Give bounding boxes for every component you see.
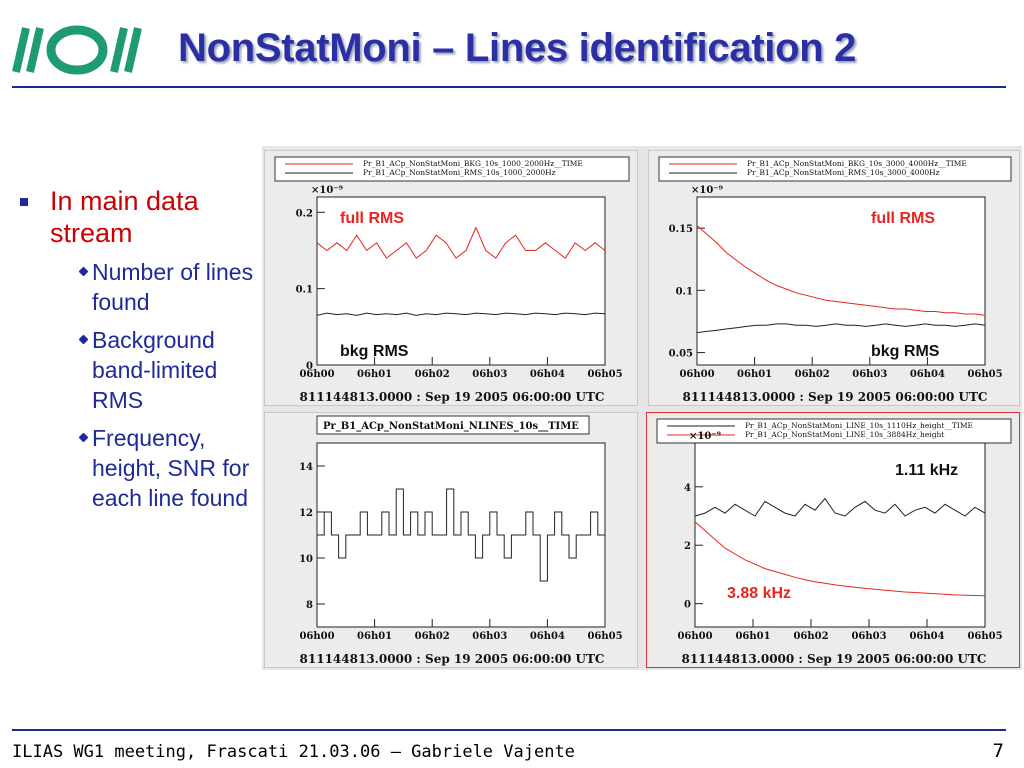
title-rule xyxy=(12,86,1006,88)
series-line xyxy=(316,226,606,259)
y-tick-label: 0 xyxy=(684,600,691,611)
gps-timestamp: 811144813.0000 : Sep 19 2005 06:00:00 UT… xyxy=(300,390,605,404)
y-tick-label: 0.15 xyxy=(669,224,693,235)
y-tick-label: 0.1 xyxy=(296,285,313,296)
x-tick-label: 06h00 xyxy=(677,631,712,642)
series-annotation: full RMS xyxy=(340,210,404,227)
legend-label: Pr_B1_ACp_NonStatMoni_BKG_10s_3000_4000H… xyxy=(747,159,967,168)
x-tick-label: 06h02 xyxy=(793,631,828,642)
plot-grid: Pr_B1_ACp_NonStatMoni_BKG_10s_1000_2000H… xyxy=(262,146,1022,670)
x-tick-label: 06h00 xyxy=(679,369,714,380)
x-tick-label: 06h01 xyxy=(735,631,770,642)
plot-frame xyxy=(316,196,606,366)
gps-timestamp: 811144813.0000 : Sep 19 2005 06:00:00 UT… xyxy=(683,390,988,404)
series-line xyxy=(694,497,986,517)
plot-panel-3000-4000hz: Pr_B1_ACp_NonStatMoni_BKG_10s_3000_4000H… xyxy=(648,150,1020,406)
y-tick-label: 0.1 xyxy=(676,286,693,297)
bullet-sub: Number of lines found xyxy=(20,257,260,317)
x-tick-label: 06h05 xyxy=(967,369,1002,380)
x-tick-label: 06h04 xyxy=(530,631,565,642)
gps-timestamp: 811144813.0000 : Sep 19 2005 06:00:00 UT… xyxy=(300,652,605,666)
gps-timestamp: 811144813.0000 : Sep 19 2005 06:00:00 UT… xyxy=(682,652,987,666)
bullet-sub: Frequency, height, SNR for each line fou… xyxy=(20,423,260,513)
x-tick-label: 06h05 xyxy=(587,631,622,642)
series-line xyxy=(316,312,606,316)
y-tick-label: 0.2 xyxy=(296,208,313,219)
x-tick-label: 06h03 xyxy=(851,631,886,642)
bullet-sub-text: Number of lines found xyxy=(92,259,254,315)
series-annotation: bkg RMS xyxy=(340,343,409,360)
plot-title: Pr_B1_ACp_NonStatMoni_NLINES_10s__TIME xyxy=(323,421,579,432)
bullet-sub-text: Background band-limited RMS xyxy=(92,327,218,413)
bullet-main-text: In main data stream xyxy=(50,186,199,248)
plot-panel-1000-2000hz: Pr_B1_ACp_NonStatMoni_BKG_10s_1000_2000H… xyxy=(264,150,638,406)
legend-label: Pr_B1_ACp_NonStatMoni_RMS_10s_1000_2000H… xyxy=(363,168,556,177)
x-tick-label: 06h05 xyxy=(587,369,622,380)
bullet-main: In main data stream xyxy=(20,185,260,249)
series-annotation: full RMS xyxy=(871,210,935,227)
page-number: 7 xyxy=(992,740,1004,762)
chart-line-heights: Pr_B1_ACp_NonStatMoni_LINE_10s_1110Hz_he… xyxy=(656,418,1012,666)
ilias-logo xyxy=(12,25,142,75)
y-tick-label: 0.05 xyxy=(669,349,693,360)
legend-box xyxy=(656,418,1012,444)
square-bullet-icon xyxy=(20,198,28,206)
plot-panel-line-heights: Pr_B1_ACp_NonStatMoni_LINE_10s_1110Hz_he… xyxy=(646,412,1020,668)
diamond-bullet-icon xyxy=(78,266,89,277)
title-box xyxy=(316,415,590,435)
bullet-sub: Background band-limited RMS xyxy=(20,325,260,415)
x-tick-label: 06h01 xyxy=(357,369,392,380)
legend-box xyxy=(274,156,630,182)
y-tick-label: 2 xyxy=(684,541,691,552)
series-annotation: 3.88 kHz xyxy=(727,585,791,602)
y-tick-label: 10 xyxy=(299,554,313,565)
legend-label: Pr_B1_ACp_NonStatMoni_RMS_10s_3000_4000H… xyxy=(747,168,940,177)
legend-label: Pr_B1_ACp_NonStatMoni_BKG_10s_1000_2000H… xyxy=(363,159,583,168)
y-tick-label: 12 xyxy=(299,508,313,519)
y-tick-label: 0 xyxy=(306,361,313,372)
x-tick-label: 06h03 xyxy=(852,369,887,380)
axis-exponent-label: ×10⁻⁹ xyxy=(691,185,723,196)
series-line xyxy=(317,488,605,582)
chart-1000-2000hz-rms: Pr_B1_ACp_NonStatMoni_BKG_10s_1000_2000H… xyxy=(274,156,630,404)
x-tick-label: 06h04 xyxy=(909,631,944,642)
plot-frame xyxy=(694,442,986,628)
x-tick-label: 06h00 xyxy=(299,631,334,642)
diamond-bullet-icon xyxy=(78,334,89,345)
y-tick-label: 14 xyxy=(299,462,313,473)
axis-exponent-label: ×10⁻⁹ xyxy=(689,431,721,442)
diamond-bullet-icon xyxy=(78,432,89,443)
plot-frame xyxy=(696,196,986,366)
slide-title: NonStatMoni – Lines identification 2 xyxy=(178,26,857,70)
legend-label: Pr_B1_ACp_NonStatMoni_LINE_10s_3884Hz_he… xyxy=(745,430,944,439)
axis-exponent-label: ×10⁻⁹ xyxy=(311,185,343,196)
y-tick-label: 4 xyxy=(684,483,691,494)
x-tick-label: 06h03 xyxy=(472,369,507,380)
y-tick-label: 8 xyxy=(306,600,313,611)
x-tick-label: 06h04 xyxy=(530,369,565,380)
chart-3000-4000hz-rms: Pr_B1_ACp_NonStatMoni_BKG_10s_3000_4000H… xyxy=(658,156,1012,404)
footer-rule xyxy=(12,729,1006,731)
series-annotation: bkg RMS xyxy=(871,343,940,360)
series-line xyxy=(694,521,986,597)
legend-label: Pr_B1_ACp_NonStatMoni_LINE_10s_1110Hz_he… xyxy=(745,421,973,430)
series-line xyxy=(696,225,986,316)
chart-nlines: Pr_B1_ACp_NonStatMoni_NLINES_10s__TIME81… xyxy=(299,415,623,666)
x-tick-label: 06h02 xyxy=(795,369,830,380)
plot-panel-nlines: Pr_B1_ACp_NonStatMoni_NLINES_10s__TIME 8 1… xyxy=(264,412,638,668)
x-tick-label: 06h03 xyxy=(472,631,507,642)
series-line xyxy=(696,323,986,334)
x-tick-label: 06h01 xyxy=(737,369,772,380)
x-tick-label: 06h05 xyxy=(967,631,1002,642)
x-tick-label: 06h02 xyxy=(415,631,450,642)
footer-text: ILIAS WG1 meeting, Frascati 21.03.06 – G… xyxy=(12,742,575,762)
bullet-list: In main data stream Number of lines foun… xyxy=(20,185,260,513)
x-tick-label: 06h00 xyxy=(299,369,334,380)
x-tick-label: 06h01 xyxy=(357,631,392,642)
series-annotation: 1.11 kHz xyxy=(895,462,958,479)
x-tick-label: 06h04 xyxy=(910,369,945,380)
bullet-sub-text: Frequency, height, SNR for each line fou… xyxy=(92,425,250,511)
legend-box xyxy=(658,156,1012,182)
x-tick-label: 06h02 xyxy=(415,369,450,380)
